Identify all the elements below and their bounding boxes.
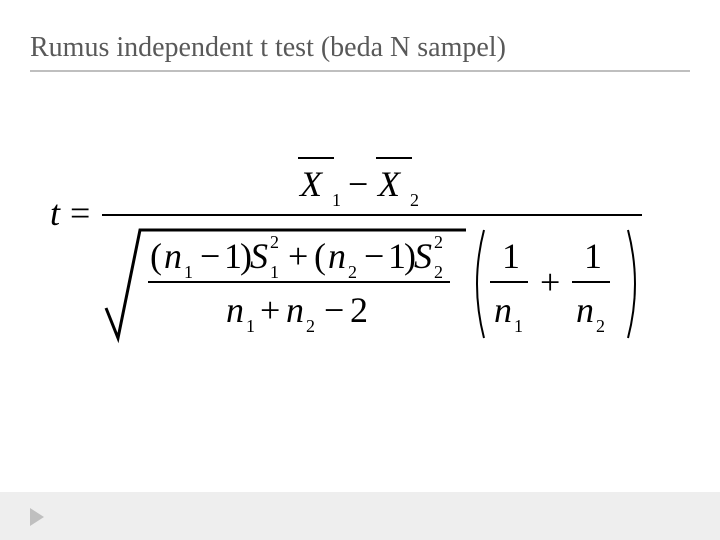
pooled-plus: + [288, 236, 308, 276]
recip-close-paren [628, 230, 635, 338]
t1-n: n [164, 236, 182, 276]
formula: t = X 1 − X 2 ( n 1 − [50, 130, 690, 375]
page-title: Rumus independent t test (beda N sampel) [30, 32, 690, 70]
pooled-den: n 1 + n 2 − 2 [226, 290, 368, 336]
pd-n1sub: 1 [246, 316, 255, 336]
pd-minus: − [324, 290, 344, 330]
t1-Ssub: 1 [270, 262, 279, 282]
r2-num: 1 [584, 236, 602, 276]
t1-Ssup: 2 [270, 232, 279, 252]
t2-Ssub: 2 [434, 262, 443, 282]
t1-S: S [250, 236, 268, 276]
pd-n2: n [286, 290, 304, 330]
recip-open-paren [477, 230, 484, 338]
formula-svg: t = X 1 − X 2 ( n 1 − [50, 130, 670, 370]
r2-den: n [576, 290, 594, 330]
t2-n: n [328, 236, 346, 276]
denominator-group: ( n 1 − 1 ) S 1 2 + ( n 2 − 1 ) S 2 2 [106, 230, 635, 338]
t1-minus: − [200, 236, 220, 276]
title-underline [30, 70, 690, 72]
t2-Ssup: 2 [434, 232, 443, 252]
bottom-bar [0, 492, 720, 540]
recip-group: 1 n 1 + 1 n 2 [477, 230, 635, 338]
t2-nsub: 2 [348, 262, 357, 282]
t1-nsub: 1 [184, 262, 193, 282]
title-block: Rumus independent t test (beda N sampel) [0, 0, 720, 80]
numerator-group: X 1 − X 2 [298, 158, 419, 210]
pooled-num: ( n 1 − 1 ) S 1 2 + ( n 2 − 1 ) S 2 2 [150, 232, 443, 282]
xbar2-sym: X [376, 164, 402, 204]
r1-num: 1 [502, 236, 520, 276]
t2-open: ( [314, 236, 326, 276]
t2-S: S [414, 236, 432, 276]
r1-den: n [494, 290, 512, 330]
xbar2-sub: 2 [410, 190, 419, 210]
t2-minus: − [364, 236, 384, 276]
equals-sign: = [70, 193, 90, 233]
num-minus: − [348, 164, 368, 204]
t1-open: ( [150, 236, 162, 276]
pd-two: 2 [350, 290, 368, 330]
slide-marker-icon [30, 508, 44, 526]
lhs-var: t [50, 193, 61, 233]
xbar1-sym: X [298, 164, 324, 204]
pd-n1: n [226, 290, 244, 330]
pd-n2sub: 2 [306, 316, 315, 336]
r1-densub: 1 [514, 316, 523, 336]
xbar1-sub: 1 [332, 190, 341, 210]
r2-densub: 2 [596, 316, 605, 336]
recip-plus: + [540, 262, 560, 302]
pd-plus: + [260, 290, 280, 330]
